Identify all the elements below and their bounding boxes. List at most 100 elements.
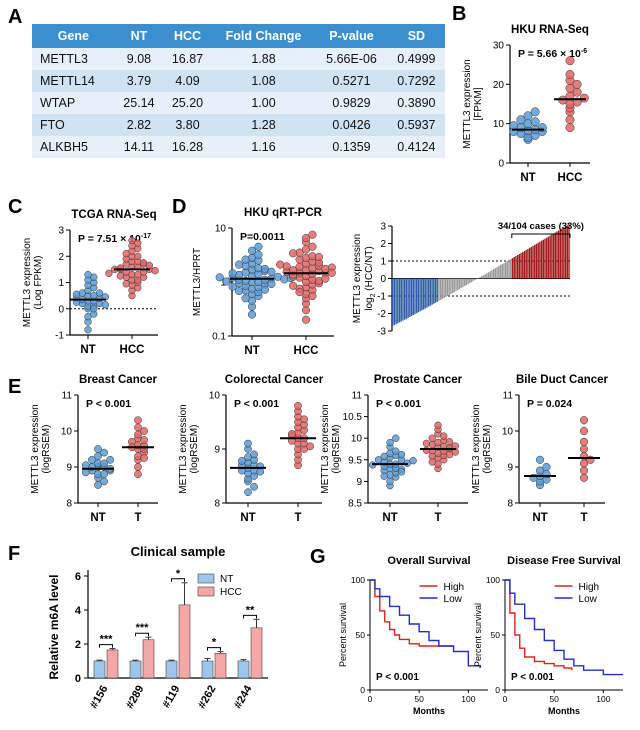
cell: 16.87: [163, 48, 212, 70]
dot-NT: [397, 450, 406, 459]
table-row: METTL14 3.79 4.09 1.08 0.5271 0.7292: [32, 70, 445, 92]
cell: 4.09: [163, 70, 212, 92]
waterfall-bar: [470, 278, 473, 283]
bar-HCC: [106, 649, 119, 679]
chart-title-C: TCGA RNA-Seq: [71, 209, 156, 221]
dot-NT: [260, 285, 269, 294]
legend-swatch-NT: [197, 573, 215, 584]
x-tick-label: NT: [520, 172, 535, 184]
x-tick-label: 0: [503, 694, 508, 704]
waterfall-bar: [516, 255, 519, 279]
dot-HCC: [301, 306, 311, 315]
y-axis-label: Percent survival: [473, 603, 483, 667]
x-tick-label: NT: [240, 512, 255, 524]
cell: 0.5271: [315, 70, 388, 92]
waterfall-bar: [535, 243, 538, 279]
y-tick-label: 2: [58, 252, 64, 263]
dot-T: [134, 463, 142, 471]
waterfall-bar: [527, 248, 529, 279]
waterfall-bar: [398, 278, 401, 323]
cell: 1.28: [211, 114, 316, 136]
waterfall-bar: [522, 251, 524, 279]
dot-HCC: [314, 252, 323, 262]
bar-NT: [165, 660, 178, 679]
y-tick-label: 8: [214, 499, 220, 510]
waterfall-bar: [419, 278, 421, 312]
dot-HCC: [301, 315, 311, 324]
waterfall-bar: [433, 278, 435, 304]
cell: 0.3890: [387, 92, 445, 114]
chart-title-F: Clinical sample: [131, 544, 226, 559]
y-tick-label: 1: [58, 278, 64, 289]
annotation-bracket: [511, 233, 571, 238]
waterfall-bar: [477, 278, 479, 279]
y-axis-label-2: (logRSEM): [482, 425, 493, 474]
legend-swatch-HCC: [197, 586, 215, 597]
dot-T: [306, 442, 315, 451]
panel-label-e: E: [8, 376, 21, 398]
y-tick-label: 50: [491, 630, 501, 640]
cell: 1.08: [211, 70, 316, 92]
dot-T: [140, 427, 148, 435]
col-fold-change: Fold Change: [211, 24, 316, 48]
dot-NT: [535, 466, 545, 475]
y-tick-label: 3: [58, 226, 64, 237]
dot-NT: [256, 467, 265, 476]
cell: 0.9829: [315, 92, 388, 114]
waterfall-bar: [558, 230, 560, 279]
dot-NT: [260, 264, 269, 273]
waterfall-bar: [481, 276, 483, 279]
dot-NT: [228, 269, 237, 278]
waterfall-bar: [472, 278, 474, 282]
waterfall-bar: [395, 278, 397, 325]
chart-title-B: HKU RNA-Seq: [511, 24, 589, 36]
dot-HCC: [151, 267, 159, 275]
y-tick-label: 50: [356, 630, 366, 640]
dot-T: [134, 470, 142, 479]
y-tick-label: 0: [380, 274, 386, 285]
x-tick-label: 50: [414, 694, 424, 704]
dot-NT: [409, 457, 417, 465]
p-value-label: P < 0.001: [376, 398, 421, 410]
annotation-label: 34/104 cases (33%): [498, 221, 584, 232]
dot-NT: [244, 488, 252, 497]
waterfall-bar: [426, 278, 428, 308]
dot-NT: [235, 260, 244, 269]
dot-T: [445, 450, 454, 459]
dot-HCC: [308, 291, 317, 301]
cell: METTL14: [32, 70, 115, 92]
waterfall-bar: [410, 278, 413, 317]
cell: 0.5937: [387, 114, 445, 136]
dot-NT: [247, 246, 257, 255]
panel-label-g: G: [310, 546, 326, 568]
waterfall-bar: [443, 278, 445, 298]
y-tick-label: 10: [61, 427, 73, 438]
x-tick-label: #262: [196, 684, 219, 711]
waterfall-bar: [504, 262, 507, 279]
waterfall-bar: [496, 267, 498, 279]
waterfall-bar: [501, 264, 503, 279]
dot-HCC: [295, 288, 304, 297]
x-tick-label: HCC: [120, 344, 145, 356]
dot-T: [300, 415, 308, 424]
panel-label-d: D: [172, 196, 186, 218]
waterfall-bar: [431, 278, 433, 305]
survival-curve-High: [370, 579, 454, 647]
x-axis-label: Months: [413, 706, 445, 716]
dot-NT: [250, 482, 258, 491]
dot-T: [422, 446, 431, 454]
waterfall-bar: [511, 258, 514, 279]
waterfall-bar: [451, 278, 454, 294]
waterfall-bar: [499, 265, 502, 279]
survival-curve-Low: [505, 579, 623, 676]
dot-NT: [106, 455, 115, 464]
dot-NT: [101, 301, 109, 309]
panel-label-f: F: [8, 543, 20, 565]
y-axis-label-3: (HCC/NT): [364, 246, 375, 293]
significance-label: *: [176, 568, 181, 580]
waterfall-bar: [462, 278, 464, 288]
waterfall-bar: [392, 278, 394, 326]
dot-NT: [380, 472, 388, 480]
waterfall-bar: [482, 275, 485, 279]
cell: 1.16: [211, 136, 316, 158]
